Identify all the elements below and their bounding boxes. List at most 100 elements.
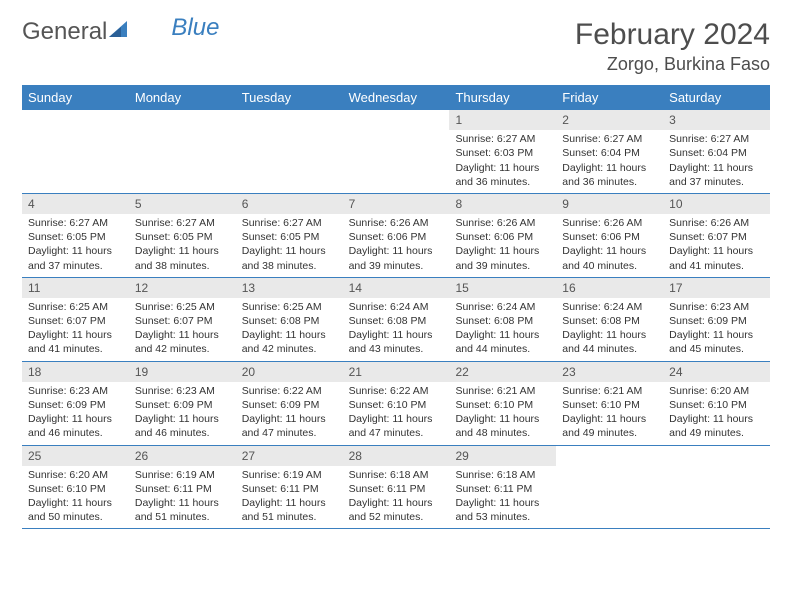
day-cell: 29Sunrise: 6:18 AMSunset: 6:11 PMDayligh… (449, 446, 556, 529)
sunset-text: Sunset: 6:09 PM (135, 398, 230, 412)
sunset-text: Sunset: 6:10 PM (349, 398, 444, 412)
day-cell: 15Sunrise: 6:24 AMSunset: 6:08 PMDayligh… (449, 278, 556, 361)
day-details: Sunrise: 6:21 AMSunset: 6:10 PMDaylight:… (449, 384, 556, 445)
day-details: Sunrise: 6:25 AMSunset: 6:07 PMDaylight:… (22, 300, 129, 361)
logo-text-2: Blue (171, 14, 219, 42)
daylight-text: Daylight: 11 hours and 46 minutes. (28, 412, 123, 440)
sunset-text: Sunset: 6:08 PM (242, 314, 337, 328)
day-cell: 8Sunrise: 6:26 AMSunset: 6:06 PMDaylight… (449, 194, 556, 277)
sunset-text: Sunset: 6:09 PM (242, 398, 337, 412)
sunset-text: Sunset: 6:04 PM (562, 146, 657, 160)
week-row: 1Sunrise: 6:27 AMSunset: 6:03 PMDaylight… (22, 110, 770, 194)
date-number: 22 (449, 362, 556, 382)
day-cell: 20Sunrise: 6:22 AMSunset: 6:09 PMDayligh… (236, 362, 343, 445)
day-details: Sunrise: 6:25 AMSunset: 6:08 PMDaylight:… (236, 300, 343, 361)
title-block: February 2024 Zorgo, Burkina Faso (575, 18, 770, 75)
day-cell: 7Sunrise: 6:26 AMSunset: 6:06 PMDaylight… (343, 194, 450, 277)
sunset-text: Sunset: 6:09 PM (669, 314, 764, 328)
sunrise-text: Sunrise: 6:24 AM (349, 300, 444, 314)
day-cell: 6Sunrise: 6:27 AMSunset: 6:05 PMDaylight… (236, 194, 343, 277)
date-number: 15 (449, 278, 556, 298)
day-details: Sunrise: 6:23 AMSunset: 6:09 PMDaylight:… (129, 384, 236, 445)
date-number: 27 (236, 446, 343, 466)
daylight-text: Daylight: 11 hours and 51 minutes. (135, 496, 230, 524)
daylight-text: Daylight: 11 hours and 49 minutes. (562, 412, 657, 440)
day-cell (236, 110, 343, 193)
sunrise-text: Sunrise: 6:23 AM (669, 300, 764, 314)
sunrise-text: Sunrise: 6:26 AM (669, 216, 764, 230)
sunset-text: Sunset: 6:05 PM (135, 230, 230, 244)
day-details: Sunrise: 6:24 AMSunset: 6:08 PMDaylight:… (343, 300, 450, 361)
day-cell: 2Sunrise: 6:27 AMSunset: 6:04 PMDaylight… (556, 110, 663, 193)
day-details: Sunrise: 6:27 AMSunset: 6:04 PMDaylight:… (556, 132, 663, 193)
daylight-text: Daylight: 11 hours and 44 minutes. (562, 328, 657, 356)
date-number: 1 (449, 110, 556, 130)
daylight-text: Daylight: 11 hours and 49 minutes. (669, 412, 764, 440)
daylight-text: Daylight: 11 hours and 53 minutes. (455, 496, 550, 524)
daylight-text: Daylight: 11 hours and 51 minutes. (242, 496, 337, 524)
day-details: Sunrise: 6:22 AMSunset: 6:10 PMDaylight:… (343, 384, 450, 445)
day-cell: 25Sunrise: 6:20 AMSunset: 6:10 PMDayligh… (22, 446, 129, 529)
week-row: 25Sunrise: 6:20 AMSunset: 6:10 PMDayligh… (22, 446, 770, 530)
daylight-text: Daylight: 11 hours and 39 minutes. (455, 244, 550, 272)
day-details: Sunrise: 6:26 AMSunset: 6:06 PMDaylight:… (343, 216, 450, 277)
day-details: Sunrise: 6:27 AMSunset: 6:05 PMDaylight:… (236, 216, 343, 277)
sunset-text: Sunset: 6:10 PM (562, 398, 657, 412)
day-details: Sunrise: 6:21 AMSunset: 6:10 PMDaylight:… (556, 384, 663, 445)
daylight-text: Daylight: 11 hours and 46 minutes. (135, 412, 230, 440)
sunset-text: Sunset: 6:03 PM (455, 146, 550, 160)
sunset-text: Sunset: 6:08 PM (455, 314, 550, 328)
daylight-text: Daylight: 11 hours and 38 minutes. (135, 244, 230, 272)
day-cell (22, 110, 129, 193)
day-details: Sunrise: 6:24 AMSunset: 6:08 PMDaylight:… (449, 300, 556, 361)
daylight-text: Daylight: 11 hours and 37 minutes. (669, 161, 764, 189)
location: Zorgo, Burkina Faso (575, 54, 770, 75)
day-header: Friday (556, 85, 663, 110)
day-header: Thursday (449, 85, 556, 110)
sunset-text: Sunset: 6:06 PM (562, 230, 657, 244)
date-number: 7 (343, 194, 450, 214)
day-cell: 23Sunrise: 6:21 AMSunset: 6:10 PMDayligh… (556, 362, 663, 445)
day-cell: 16Sunrise: 6:24 AMSunset: 6:08 PMDayligh… (556, 278, 663, 361)
date-number: 25 (22, 446, 129, 466)
daylight-text: Daylight: 11 hours and 45 minutes. (669, 328, 764, 356)
date-number: 2 (556, 110, 663, 130)
sunrise-text: Sunrise: 6:24 AM (455, 300, 550, 314)
daylight-text: Daylight: 11 hours and 40 minutes. (562, 244, 657, 272)
day-header-row: Sunday Monday Tuesday Wednesday Thursday… (22, 85, 770, 110)
day-cell (129, 110, 236, 193)
sunset-text: Sunset: 6:11 PM (349, 482, 444, 496)
day-cell: 3Sunrise: 6:27 AMSunset: 6:04 PMDaylight… (663, 110, 770, 193)
week-row: 11Sunrise: 6:25 AMSunset: 6:07 PMDayligh… (22, 278, 770, 362)
sunrise-text: Sunrise: 6:22 AM (349, 384, 444, 398)
date-number: 6 (236, 194, 343, 214)
date-number: 12 (129, 278, 236, 298)
sunset-text: Sunset: 6:11 PM (455, 482, 550, 496)
date-number: 8 (449, 194, 556, 214)
day-cell: 28Sunrise: 6:18 AMSunset: 6:11 PMDayligh… (343, 446, 450, 529)
sunset-text: Sunset: 6:08 PM (562, 314, 657, 328)
day-cell: 11Sunrise: 6:25 AMSunset: 6:07 PMDayligh… (22, 278, 129, 361)
day-details: Sunrise: 6:18 AMSunset: 6:11 PMDaylight:… (343, 468, 450, 529)
daylight-text: Daylight: 11 hours and 38 minutes. (242, 244, 337, 272)
day-details: Sunrise: 6:20 AMSunset: 6:10 PMDaylight:… (663, 384, 770, 445)
day-details: Sunrise: 6:20 AMSunset: 6:10 PMDaylight:… (22, 468, 129, 529)
day-details: Sunrise: 6:27 AMSunset: 6:05 PMDaylight:… (22, 216, 129, 277)
date-number: 4 (22, 194, 129, 214)
day-details: Sunrise: 6:19 AMSunset: 6:11 PMDaylight:… (236, 468, 343, 529)
sunset-text: Sunset: 6:07 PM (669, 230, 764, 244)
day-details: Sunrise: 6:26 AMSunset: 6:07 PMDaylight:… (663, 216, 770, 277)
day-header: Wednesday (343, 85, 450, 110)
date-number: 9 (556, 194, 663, 214)
daylight-text: Daylight: 11 hours and 47 minutes. (242, 412, 337, 440)
sunset-text: Sunset: 6:06 PM (349, 230, 444, 244)
day-cell: 22Sunrise: 6:21 AMSunset: 6:10 PMDayligh… (449, 362, 556, 445)
daylight-text: Daylight: 11 hours and 36 minutes. (455, 161, 550, 189)
daylight-text: Daylight: 11 hours and 36 minutes. (562, 161, 657, 189)
sunrise-text: Sunrise: 6:25 AM (28, 300, 123, 314)
day-cell: 12Sunrise: 6:25 AMSunset: 6:07 PMDayligh… (129, 278, 236, 361)
day-cell: 26Sunrise: 6:19 AMSunset: 6:11 PMDayligh… (129, 446, 236, 529)
day-details: Sunrise: 6:19 AMSunset: 6:11 PMDaylight:… (129, 468, 236, 529)
sunset-text: Sunset: 6:07 PM (135, 314, 230, 328)
sunset-text: Sunset: 6:05 PM (242, 230, 337, 244)
